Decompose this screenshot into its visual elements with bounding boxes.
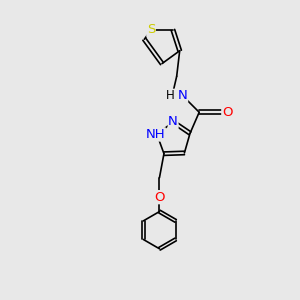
Text: S: S xyxy=(147,23,155,37)
Text: N: N xyxy=(178,89,188,102)
Text: N: N xyxy=(168,116,178,128)
Text: O: O xyxy=(154,191,165,204)
Text: NH: NH xyxy=(146,128,165,141)
Text: O: O xyxy=(222,106,232,119)
Text: H: H xyxy=(166,89,175,102)
